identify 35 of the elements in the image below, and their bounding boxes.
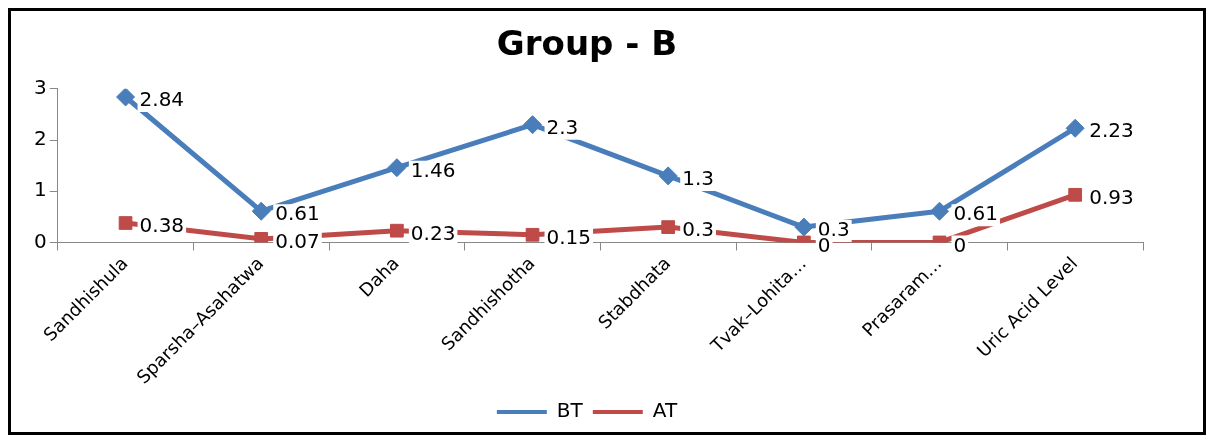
data-label: 2.84 <box>139 87 185 112</box>
point <box>390 223 404 238</box>
legend-label: AT <box>652 398 678 423</box>
data-label: 1.3 <box>682 166 714 191</box>
y-tick-label: 0 <box>33 228 47 253</box>
legend-label: BT <box>556 398 584 423</box>
data-label: 0.15 <box>546 224 592 249</box>
data-label: 0.93 <box>1089 185 1134 210</box>
point <box>387 158 407 178</box>
point <box>794 217 814 237</box>
point <box>116 88 136 107</box>
point <box>525 227 540 242</box>
y-tick-label: 2 <box>33 126 47 151</box>
y-tick-label: 3 <box>33 75 47 99</box>
data-label: 2.23 <box>1089 118 1134 143</box>
point <box>930 201 950 221</box>
point <box>251 201 271 221</box>
data-label: 0.3 <box>682 217 714 242</box>
data-label: 0.61 <box>275 201 320 226</box>
chart-title: Group - B <box>496 23 678 64</box>
data-label: 0.07 <box>275 229 320 254</box>
point <box>254 232 269 243</box>
data-label: 1.46 <box>410 157 456 182</box>
point <box>661 220 676 234</box>
point <box>118 216 133 230</box>
point <box>523 115 543 135</box>
point <box>1065 118 1085 138</box>
data-label: 0.23 <box>410 220 456 245</box>
data-label: 0.61 <box>953 201 999 226</box>
y-tick-label: 1 <box>33 177 47 202</box>
data-label: 0.38 <box>139 213 185 238</box>
point <box>658 166 678 186</box>
data-label: 2.3 <box>546 114 579 139</box>
data-label: 0 <box>953 232 967 257</box>
point <box>1068 187 1083 202</box>
